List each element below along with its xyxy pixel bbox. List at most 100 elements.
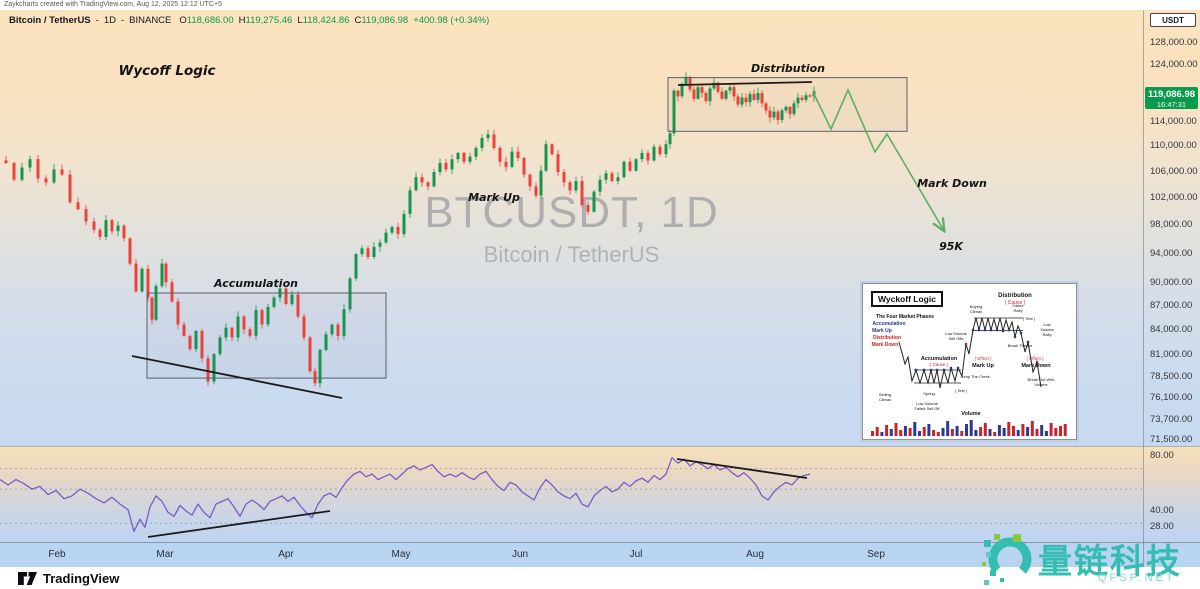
wyckoff-volume-bar [880,432,884,436]
ohlc-low: L118,424.86 [297,14,350,26]
brand-site: QFSP.NET [1098,572,1176,584]
bar-countdown: 16:47:31 [1156,99,1187,109]
candle-body [408,190,412,214]
wyckoff-label: Sell Offs [948,336,963,341]
candle-body [92,221,96,230]
candle-body [242,316,246,330]
candle-body [704,93,708,102]
wyckoff-volume-bar [918,431,921,436]
wycoff-logic-label[interactable]: Wycoff Logic [118,63,215,79]
month-label-Feb[interactable]: Feb [48,549,66,560]
wyckoff-label: Volume [1040,327,1054,332]
month-label-Apr[interactable]: Apr [278,549,294,560]
legend-separator: - [120,14,125,26]
candle-body [122,225,126,239]
markdown-projection[interactable] [812,87,943,229]
wyckoff-volume-bar [997,425,1001,436]
candle-body [182,324,186,336]
wyckoff-label: Buying [970,304,982,309]
wyckoff-label: ( Cause ) [1005,300,1026,306]
last-price-label[interactable]: 119,086.98 16:47:31 [1145,87,1198,109]
rsi-band-lines [0,468,1143,524]
candle-body [728,87,732,91]
interval[interactable]: 1D [103,14,116,26]
wyckoff-volume-bar [1002,428,1006,436]
wyckoff-label: Break The Ice [1008,343,1034,348]
candle-body [378,242,382,247]
wyckoff-volume-bar [922,427,926,436]
candle-body [290,294,294,304]
wyckoff-inset-title: Wyckoff Logic [871,291,943,307]
candle-body [756,93,760,100]
month-label-Jul[interactable]: Jul [629,549,643,560]
candle-body [720,91,724,99]
rsi-trendline-left[interactable] [147,510,331,538]
wyckoff-dot [964,342,968,346]
distribution-box[interactable] [667,77,908,132]
candle-body [724,90,728,99]
wyckoff-dot [942,368,946,372]
candle-body [110,220,114,232]
wyckoff-label: Accumulation [921,356,958,362]
accumulation-label[interactable]: Accumulation [213,277,298,290]
candle-body [492,134,496,148]
distribution-label[interactable]: Distribution [751,62,825,75]
candle-body [68,174,72,203]
user-drawings[interactable] [131,77,943,538]
candle-body [206,358,210,382]
candle-body [772,111,776,118]
candle-body [272,297,276,307]
month-label-Sep[interactable]: Sep [867,549,885,560]
wyckoff-label: Mark Up [972,363,994,369]
accumulation-trendline[interactable] [131,355,343,399]
candle-body [146,268,150,298]
wyckoff-volume-bar [1007,422,1011,436]
target-label[interactable]: 95K [939,240,964,253]
candle-body [194,331,198,350]
candle-body [598,179,602,192]
candle-body [700,87,704,93]
distribution-trendline[interactable] [677,81,813,86]
candle-body [104,220,108,237]
exchange-name: BINANCE [129,14,172,26]
candle-body [534,186,538,196]
rsi-trendline-right[interactable] [676,458,808,479]
candle-body [668,133,672,145]
wyckoff-price-zigzag [898,317,1042,389]
wyckoff-volume-bar [903,426,907,436]
price-tick-78500: 78,500.00 [1150,371,1193,382]
accumulation-box[interactable] [146,292,387,379]
symbol-name[interactable]: Bitcoin / TetherUS [9,14,91,26]
wyckoff-volume-bar [875,427,879,436]
candle-body [800,97,804,100]
month-label-May[interactable]: May [391,549,411,560]
pane-separator[interactable] [0,446,1200,447]
price-axis-separator[interactable] [1143,10,1144,567]
candle-body [414,177,418,191]
candle-body [640,152,644,160]
candle-body [170,282,174,302]
currency-toggle-button[interactable]: USDT [1150,13,1196,27]
mark-up-label[interactable]: Mark Up [468,191,520,204]
wyckoff-volume-bar [932,430,936,436]
wyckoff-label: ( Test ) [955,388,968,393]
chart-legend[interactable]: Bitcoin / TetherUS - 1D - BINANCE O118,6… [9,13,489,27]
price-tick-81000: 81,000.00 [1150,349,1193,360]
tradingview-logo[interactable]: TradingView [17,571,119,586]
wyckoff-dot [914,368,918,372]
candle-body [550,144,554,155]
candle-body [420,177,424,183]
candle-body [688,77,692,90]
candle-body [154,286,158,320]
annotation-texts[interactable]: Wycoff Logic Accumulation Mark Up Distribut… [118,62,987,290]
candle-body [254,310,258,336]
mark-down-label[interactable]: Mark Down [917,177,987,190]
price-tick-94000: 94,000.00 [1150,248,1193,259]
month-label-Jun[interactable]: Jun [511,549,529,560]
month-label-Mar[interactable]: Mar [156,549,174,560]
wyckoff-dot [922,368,926,372]
month-label-Aug[interactable]: Aug [746,549,764,560]
candle-body [752,94,756,100]
